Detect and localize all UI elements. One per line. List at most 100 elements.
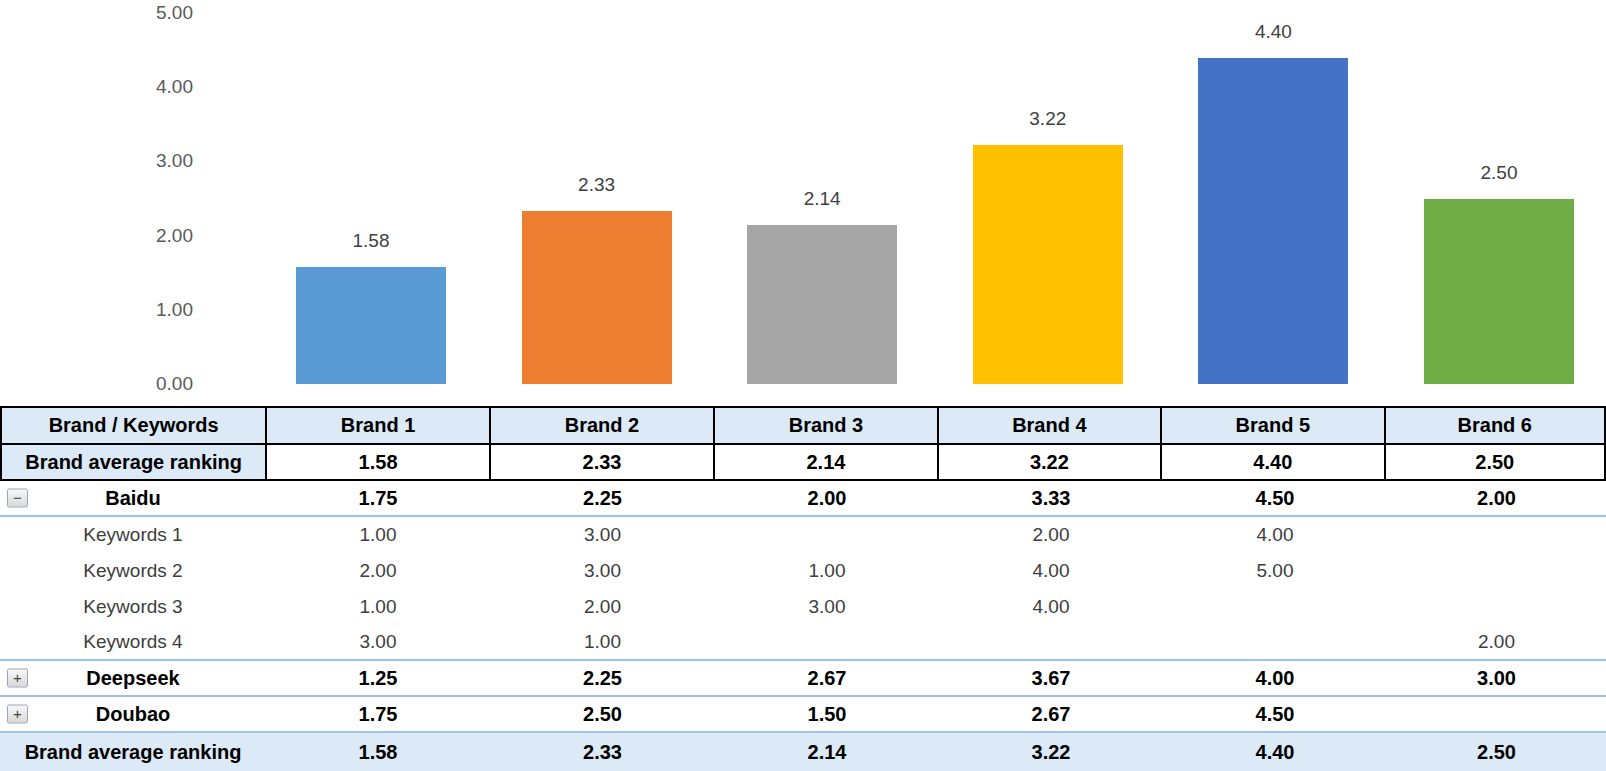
table-cell[interactable]: 1.00: [715, 553, 939, 589]
table-cell[interactable]: 3.33: [939, 481, 1163, 515]
table-cell[interactable]: 2.33: [491, 445, 715, 479]
table-cell[interactable]: [1387, 589, 1606, 625]
column-header-brand-2[interactable]: Brand 2: [491, 408, 715, 443]
row-label[interactable]: Brand average ranking: [2, 445, 267, 479]
column-header-brand-1[interactable]: Brand 1: [267, 408, 490, 443]
table-cell[interactable]: 2.25: [490, 661, 715, 695]
table-cell[interactable]: 3.00: [1387, 661, 1606, 695]
table-cell[interactable]: 3.00: [266, 625, 490, 659]
y-axis-tick-label: 3.00: [0, 150, 193, 172]
column-header-brand-keywords[interactable]: Brand / Keywords: [2, 408, 267, 443]
table-cell[interactable]: 2.50: [1386, 445, 1604, 479]
table-cell[interactable]: [1163, 625, 1387, 659]
table-cell[interactable]: 1.00: [490, 625, 715, 659]
table-row-keywords-3: Keywords 31.002.003.004.00: [0, 589, 1606, 625]
table-cell[interactable]: [715, 625, 939, 659]
table-cell[interactable]: 3.00: [715, 589, 939, 625]
row-label[interactable]: Keywords 2: [0, 553, 266, 589]
table-cell[interactable]: [1163, 589, 1387, 625]
table-cell[interactable]: 4.40: [1162, 445, 1385, 479]
table-cell[interactable]: 3.00: [490, 517, 715, 553]
table-row-keywords-1: Keywords 11.003.00 2.004.00: [0, 517, 1606, 553]
table-cell[interactable]: 2.14: [715, 733, 939, 771]
bar-value-label: 2.50: [1389, 162, 1606, 184]
table-cell[interactable]: 1.25: [266, 661, 490, 695]
table-cell[interactable]: 4.00: [939, 553, 1163, 589]
y-axis-tick-label: 0.00: [0, 373, 193, 395]
table-cell[interactable]: 1.00: [266, 517, 490, 553]
table-cell[interactable]: 1.58: [266, 733, 490, 771]
table-cell[interactable]: 2.50: [490, 697, 715, 731]
column-header-brand-5[interactable]: Brand 5: [1162, 408, 1385, 443]
table-cell[interactable]: 1.50: [715, 697, 939, 731]
column-header-brand-4[interactable]: Brand 4: [939, 408, 1162, 443]
table-row-deepseek: +Deepseek1.252.252.673.674.003.00: [0, 661, 1606, 697]
table-cell[interactable]: 2.00: [266, 553, 490, 589]
row-label[interactable]: Brand average ranking: [0, 733, 266, 771]
row-label-text: Brand average ranking: [25, 451, 242, 474]
bar-brand-4[interactable]: [973, 145, 1123, 384]
table-cell[interactable]: 1.58: [267, 445, 490, 479]
table-cell[interactable]: 2.00: [715, 481, 939, 515]
table-cell[interactable]: 2.00: [1387, 481, 1606, 515]
bar-brand-6[interactable]: [1424, 199, 1574, 385]
table-cell[interactable]: 2.25: [490, 481, 715, 515]
expand-toggle-doubao-icon[interactable]: +: [7, 705, 28, 724]
bar-brand-2[interactable]: [522, 211, 672, 384]
table-cell[interactable]: [1387, 697, 1606, 731]
row-label[interactable]: − Baidu: [0, 481, 266, 515]
bar-value-label: 1.58: [261, 230, 481, 252]
row-label-text: Keywords 4: [83, 631, 182, 653]
row-label[interactable]: Keywords 3: [0, 589, 266, 625]
table-cell[interactable]: 4.50: [1163, 697, 1387, 731]
table-cell[interactable]: 2.50: [1387, 733, 1606, 771]
table-cell[interactable]: 1.75: [266, 697, 490, 731]
table-cell[interactable]: [1387, 517, 1606, 553]
table-cell[interactable]: 3.67: [939, 661, 1163, 695]
table-cell[interactable]: 4.40: [1163, 733, 1387, 771]
table-row-doubao: +Doubao1.752.501.502.674.50: [0, 697, 1606, 733]
table-cell[interactable]: 2.67: [939, 697, 1163, 731]
bar-chart: 0.001.002.003.004.005.001.582.332.143.22…: [0, 0, 1606, 407]
bar-value-label: 3.22: [938, 108, 1158, 130]
table-cell[interactable]: 3.22: [939, 733, 1163, 771]
table-cell[interactable]: 1.00: [266, 589, 490, 625]
table-row-baidu: −Baidu1.752.252.003.334.502.00: [0, 481, 1606, 517]
column-header-brand-3[interactable]: Brand 3: [715, 408, 938, 443]
row-label-text: Brand average ranking: [25, 741, 242, 764]
row-label[interactable]: +Doubao: [0, 697, 266, 731]
bar-value-label: 2.14: [712, 188, 932, 210]
row-label[interactable]: Keywords 1: [0, 517, 266, 553]
row-label[interactable]: Keywords 4: [0, 625, 266, 659]
table-cell[interactable]: 2.33: [490, 733, 715, 771]
table-cell[interactable]: 2.14: [715, 445, 938, 479]
table-cell[interactable]: 2.67: [715, 661, 939, 695]
table-cell[interactable]: 2.00: [939, 517, 1163, 553]
y-axis-tick-label: 4.00: [0, 76, 193, 98]
bar-brand-1[interactable]: [296, 267, 446, 384]
table-cell[interactable]: 4.50: [1163, 481, 1387, 515]
table-row-keywords-2: Keywords 22.003.001.004.005.00: [0, 553, 1606, 589]
row-label[interactable]: +Deepseek: [0, 661, 266, 695]
table-cell[interactable]: 2.00: [1387, 625, 1606, 659]
table-cell[interactable]: [715, 517, 939, 553]
table-row-keywords-4: Keywords 4 3.001.00 2.00: [0, 625, 1606, 661]
row-label-text: Baidu: [105, 487, 161, 510]
table-cell[interactable]: 3.22: [939, 445, 1162, 479]
collapse-toggle-baidu-icon[interactable]: −: [7, 489, 28, 508]
bar-brand-5[interactable]: [1198, 58, 1348, 384]
bar-brand-3[interactable]: [747, 225, 897, 384]
table-cell[interactable]: [1387, 553, 1606, 589]
table-row-brand-average-ranking-footer: Brand average ranking 1.582.332.143.224.4…: [0, 733, 1606, 771]
bar-value-label: 4.40: [1163, 21, 1383, 43]
table-cell[interactable]: 4.00: [939, 589, 1163, 625]
table-cell[interactable]: 4.00: [1163, 661, 1387, 695]
column-header-brand-6[interactable]: Brand 6: [1386, 408, 1604, 443]
table-cell[interactable]: 5.00: [1163, 553, 1387, 589]
table-cell[interactable]: 3.00: [490, 553, 715, 589]
expand-toggle-deepseek-icon[interactable]: +: [7, 669, 28, 688]
table-cell[interactable]: 4.00: [1163, 517, 1387, 553]
table-cell[interactable]: [939, 625, 1163, 659]
table-cell[interactable]: 1.75: [266, 481, 490, 515]
table-cell[interactable]: 2.00: [490, 589, 715, 625]
